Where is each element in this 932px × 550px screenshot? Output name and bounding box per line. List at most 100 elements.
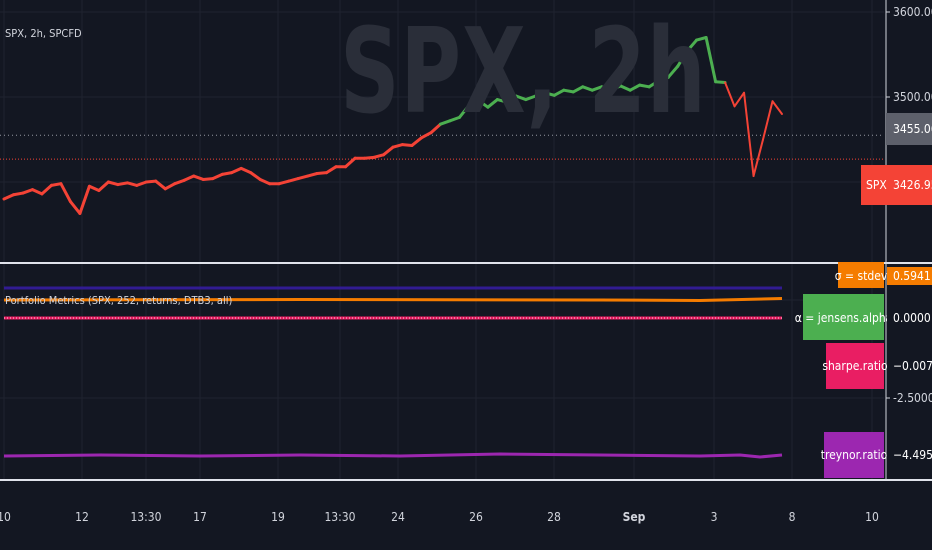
price-segment [771,100,783,115]
time-tick-label: 13:30 [324,510,355,524]
price-segment [695,36,708,42]
price-segment [135,180,148,187]
indicator-value-bg [887,357,932,375]
last-price-label: 3455.06 [893,122,932,136]
price-segment [78,184,91,215]
price-segment [154,179,167,191]
time-tick-label: 12 [75,510,89,524]
price-segment [382,145,395,157]
indicator-value-bg [887,446,932,464]
price-segment [685,38,699,53]
price-segment [676,49,689,68]
price-segment [173,178,186,186]
time-tick-label: 3 [711,510,718,524]
time-tick-label: 28 [547,510,561,524]
spx-label-box [861,165,932,205]
time-tick-label: 8 [789,510,796,524]
indicator-value-label: 0.0000 [893,311,931,325]
price-segment [230,166,243,175]
time-tick-label: 13:30 [130,510,161,524]
time-tick-label: Sep [623,510,646,524]
price-segment [543,91,556,97]
price-segment [277,179,291,186]
price-segment [562,88,575,94]
price-segment [476,98,490,109]
price-segment [106,180,120,187]
price-segment [249,171,262,181]
price-segment [287,177,300,183]
price-segment [704,36,718,84]
time-tick-label: 10 [0,510,11,524]
price-segment [192,174,205,181]
price-segment [419,131,433,140]
price-segment [666,64,680,79]
price-segment [400,143,414,147]
treynor-series-line [3,452,783,459]
price-segment [125,181,139,187]
price-segment [590,85,604,92]
price-segment [306,172,319,178]
time-tick-label: 24 [391,510,405,524]
last-price-box [886,113,932,145]
indicator-title[interactable]: Portfolio Metrics (SPX, 252, returns, DT… [5,294,233,307]
price-segment [486,98,499,109]
price-segment [524,94,537,102]
price-segment [87,184,101,192]
price-segment [752,138,765,178]
symbol-title: SPX, 2h, SPCFD [5,27,82,40]
indicator-tick-label: -2.5000 [893,391,932,405]
indicator-name-box [838,262,884,288]
price-segment [467,98,480,107]
price-segment [30,188,44,196]
price-segment [40,183,53,196]
symbol-watermark: SPX, 2h [340,2,707,140]
price-segment [628,83,642,92]
price-segment [724,81,736,108]
time-tick-label: 10 [865,510,879,524]
price-segment [619,84,632,92]
price-segment [2,193,15,201]
price-segment [762,100,774,141]
price-segment [144,179,158,184]
price-segment [552,88,566,97]
indicator-value-label: −0.0070 [893,359,932,373]
price-segment [363,155,376,160]
time-tick-label: 17 [193,510,207,524]
price-segment [59,182,72,204]
indicator-value-label: −4.4952 [893,448,932,462]
price-segment [325,165,338,175]
indicator-name-label: sharpe.ratio [822,359,888,373]
indicator-name-box [826,343,884,389]
indicator-name-box [824,432,884,478]
price-segment [410,136,423,147]
indicator-value-bg [887,267,932,285]
price-segment [657,75,670,83]
price-segment [163,182,177,191]
price-segment [457,104,471,119]
price-segment [448,115,461,123]
price-segment [97,180,110,192]
price-tick-label: 3600.00 [893,5,932,19]
price-segment [296,174,310,181]
price-segment [372,153,386,159]
price-segment [239,166,253,175]
price-tick-label: 3500.00 [893,90,932,104]
price-segment [182,174,196,182]
price-segment [514,94,528,102]
price-segment [11,191,25,197]
price-segment [438,119,452,126]
spx-name-label: SPX [866,178,887,192]
price-segment [600,85,613,91]
price-segment [581,85,594,92]
price-segment [495,98,509,104]
price-segment [733,91,746,108]
price-segment [258,177,272,186]
price-segment [638,83,651,89]
indicator-name-label: treynor.ratio [821,448,888,462]
price-segment [315,171,329,175]
price-segment [21,188,34,195]
time-tick-label: 19 [271,510,285,524]
time-tick-label: 26 [469,510,483,524]
